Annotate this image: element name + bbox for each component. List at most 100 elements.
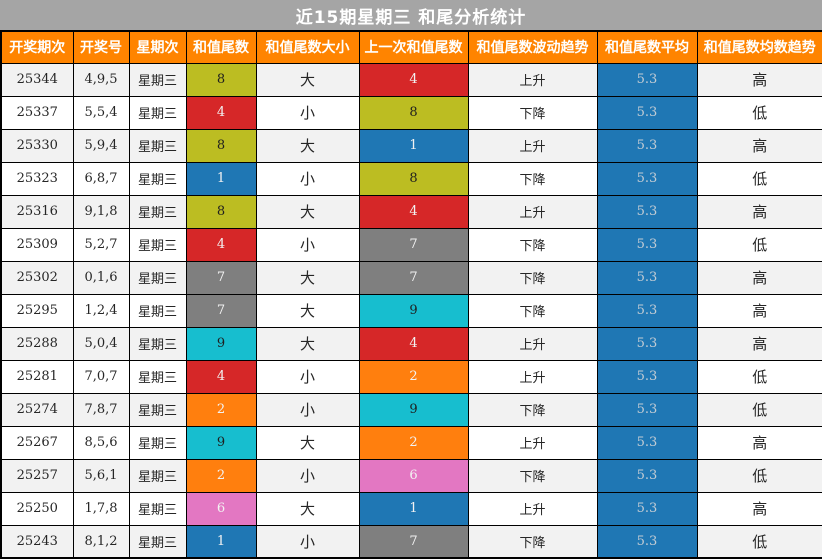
prev-tail-cell: 1 (358, 128, 469, 163)
table-row: 25302 0,1,6 星期三 7 大 7 下降 5.3 高 (0, 260, 822, 295)
numbers-cell: 1,2,4 (72, 293, 130, 328)
avg-cell: 5.3 (596, 62, 698, 97)
prev-tail-cell: 4 (358, 62, 469, 97)
tail-cell: 7 (185, 260, 257, 295)
numbers-cell: 4,9,5 (72, 62, 130, 97)
avg-trend-cell: 低 (696, 458, 822, 493)
prev-tail-cell: 4 (358, 326, 469, 361)
col-header-trend: 和值尾数波动趋势 (467, 30, 598, 64)
table-row: 25267 8,5,6 星期三 9 大 2 上升 5.3 高 (0, 425, 822, 460)
trend-cell: 上升 (467, 128, 598, 163)
tail-cell: 4 (185, 95, 257, 130)
period-cell: 25267 (0, 425, 74, 460)
avg-cell: 5.3 (596, 161, 698, 196)
weekday-cell: 星期三 (128, 62, 187, 97)
avg-trend-cell: 低 (696, 392, 822, 427)
size-cell: 大 (255, 293, 360, 328)
size-cell: 小 (255, 359, 360, 394)
period-cell: 25344 (0, 62, 74, 97)
trend-cell: 下降 (467, 458, 598, 493)
numbers-cell: 8,5,6 (72, 425, 130, 460)
trend-cell: 上升 (467, 326, 598, 361)
avg-trend-cell: 高 (696, 293, 822, 328)
prev-tail-cell: 9 (358, 392, 469, 427)
tail-cell: 8 (185, 62, 257, 97)
period-cell: 25316 (0, 194, 74, 229)
trend-cell: 下降 (467, 95, 598, 130)
table-row: 25323 6,8,7 星期三 1 小 8 下降 5.3 低 (0, 161, 822, 196)
trend-cell: 下降 (467, 260, 598, 295)
size-cell: 小 (255, 227, 360, 262)
table-row: 25257 5,6,1 星期三 2 小 6 下降 5.3 低 (0, 458, 822, 493)
avg-cell: 5.3 (596, 425, 698, 460)
period-cell: 25323 (0, 161, 74, 196)
size-cell: 小 (255, 524, 360, 559)
avg-trend-cell: 高 (696, 326, 822, 361)
tail-cell: 8 (185, 128, 257, 163)
page-title: 近15期星期三 和尾分析统计 (0, 0, 822, 30)
prev-tail-cell: 2 (358, 425, 469, 460)
period-cell: 25309 (0, 227, 74, 262)
period-cell: 25337 (0, 95, 74, 130)
numbers-cell: 9,1,8 (72, 194, 130, 229)
size-cell: 大 (255, 128, 360, 163)
tail-cell: 7 (185, 293, 257, 328)
tail-cell: 4 (185, 227, 257, 262)
period-cell: 25302 (0, 260, 74, 295)
size-cell: 大 (255, 260, 360, 295)
trend-cell: 上升 (467, 194, 598, 229)
weekday-cell: 星期三 (128, 227, 187, 262)
trend-cell: 上升 (467, 62, 598, 97)
weekday-cell: 星期三 (128, 359, 187, 394)
trend-cell: 上升 (467, 491, 598, 526)
col-header-period: 开奖期次 (0, 30, 74, 64)
prev-tail-cell: 4 (358, 194, 469, 229)
trend-cell: 下降 (467, 392, 598, 427)
size-cell: 小 (255, 95, 360, 130)
col-header-mean-trend: 和值尾数均数趋势 (696, 30, 822, 64)
size-cell: 小 (255, 161, 360, 196)
stats-table: 开奖期次 开奖号 星期次 和值尾数 和值尾数大小 上一次和值尾数 和值尾数波动趋… (0, 30, 822, 559)
period-cell: 25281 (0, 359, 74, 394)
table-row: 25250 1,7,8 星期三 6 大 1 上升 5.3 高 (0, 491, 822, 526)
prev-tail-cell: 8 (358, 161, 469, 196)
numbers-cell: 5,9,4 (72, 128, 130, 163)
trend-cell: 下降 (467, 524, 598, 559)
avg-trend-cell: 高 (696, 194, 822, 229)
trend-cell: 下降 (467, 227, 598, 262)
prev-tail-cell: 7 (358, 524, 469, 559)
size-cell: 大 (255, 326, 360, 361)
col-header-numbers: 开奖号 (72, 30, 130, 64)
col-header-weekday: 星期次 (128, 30, 187, 64)
tail-cell: 9 (185, 425, 257, 460)
numbers-cell: 5,6,1 (72, 458, 130, 493)
avg-trend-cell: 高 (696, 425, 822, 460)
avg-trend-cell: 低 (696, 227, 822, 262)
trend-cell: 下降 (467, 161, 598, 196)
table-row: 25309 5,2,7 星期三 4 小 7 下降 5.3 低 (0, 227, 822, 262)
avg-trend-cell: 低 (696, 161, 822, 196)
col-header-tail-size: 和值尾数大小 (255, 30, 360, 64)
tail-cell: 1 (185, 524, 257, 559)
weekday-cell: 星期三 (128, 293, 187, 328)
period-cell: 25295 (0, 293, 74, 328)
period-cell: 25250 (0, 491, 74, 526)
weekday-cell: 星期三 (128, 260, 187, 295)
period-cell: 25257 (0, 458, 74, 493)
avg-cell: 5.3 (596, 458, 698, 493)
avg-trend-cell: 高 (696, 128, 822, 163)
weekday-cell: 星期三 (128, 95, 187, 130)
table-row: 25274 7,8,7 星期三 2 小 9 下降 5.3 低 (0, 392, 822, 427)
numbers-cell: 6,8,7 (72, 161, 130, 196)
weekday-cell: 星期三 (128, 524, 187, 559)
prev-tail-cell: 8 (358, 95, 469, 130)
weekday-cell: 星期三 (128, 161, 187, 196)
avg-trend-cell: 低 (696, 359, 822, 394)
numbers-cell: 7,8,7 (72, 392, 130, 427)
size-cell: 大 (255, 62, 360, 97)
avg-cell: 5.3 (596, 326, 698, 361)
size-cell: 大 (255, 194, 360, 229)
avg-cell: 5.3 (596, 227, 698, 262)
period-cell: 25288 (0, 326, 74, 361)
tail-cell: 9 (185, 326, 257, 361)
